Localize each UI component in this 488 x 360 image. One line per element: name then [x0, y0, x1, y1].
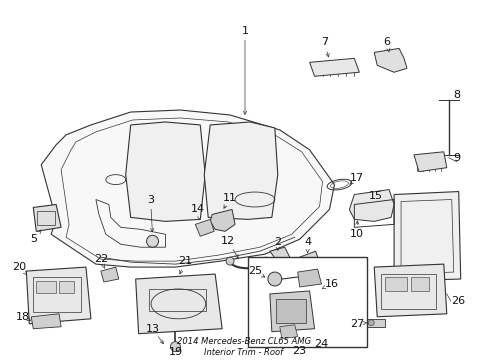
Bar	[366, 319, 385, 327]
Polygon shape	[210, 210, 235, 231]
Text: 12: 12	[221, 236, 235, 246]
Polygon shape	[33, 204, 61, 231]
Circle shape	[262, 257, 269, 265]
Polygon shape	[373, 48, 406, 72]
Bar	[148, 289, 206, 311]
Text: 17: 17	[349, 173, 364, 183]
Text: 20: 20	[12, 262, 26, 272]
Text: 19: 19	[168, 347, 182, 357]
Polygon shape	[299, 251, 319, 267]
Text: 13: 13	[145, 324, 159, 334]
Polygon shape	[413, 152, 446, 172]
Bar	[275, 299, 305, 323]
Text: 8: 8	[452, 90, 459, 100]
Text: 4: 4	[304, 237, 310, 247]
Text: 10: 10	[349, 229, 364, 239]
Text: 2014 Mercedes-Benz CL65 AMG
Interior Trim - Roof: 2014 Mercedes-Benz CL65 AMG Interior Tri…	[177, 337, 310, 356]
Polygon shape	[101, 267, 119, 282]
Bar	[59, 281, 74, 293]
Circle shape	[267, 272, 281, 286]
Circle shape	[312, 284, 322, 294]
Polygon shape	[41, 110, 334, 267]
Text: 26: 26	[450, 296, 464, 306]
Circle shape	[367, 320, 373, 326]
Polygon shape	[269, 291, 314, 332]
Text: 25: 25	[247, 266, 262, 276]
Circle shape	[170, 342, 180, 352]
Bar	[36, 281, 56, 293]
Circle shape	[146, 235, 158, 247]
Text: 22: 22	[94, 254, 108, 264]
Bar	[37, 211, 55, 225]
Text: 1: 1	[241, 26, 248, 36]
Text: 21: 21	[178, 256, 192, 266]
Text: 14: 14	[191, 204, 205, 215]
Polygon shape	[135, 274, 222, 334]
Bar	[385, 277, 406, 291]
Text: 16: 16	[324, 279, 338, 289]
Text: 5: 5	[30, 234, 37, 244]
Bar	[33, 277, 81, 312]
Text: 3: 3	[147, 194, 154, 204]
Bar	[410, 277, 428, 291]
Text: 27: 27	[349, 319, 364, 329]
Text: 11: 11	[223, 193, 237, 203]
Polygon shape	[393, 192, 460, 281]
Text: 6: 6	[383, 37, 390, 48]
Polygon shape	[125, 122, 205, 221]
Text: 23: 23	[292, 346, 306, 356]
Polygon shape	[309, 58, 359, 76]
Text: 2: 2	[274, 237, 281, 247]
Polygon shape	[269, 247, 289, 262]
Text: 15: 15	[368, 190, 383, 201]
Polygon shape	[297, 269, 321, 287]
Polygon shape	[279, 325, 297, 339]
Bar	[381, 274, 435, 309]
Text: 18: 18	[16, 312, 30, 322]
Text: 24: 24	[314, 339, 328, 349]
Bar	[247, 257, 366, 347]
Text: 9: 9	[452, 153, 459, 163]
Polygon shape	[373, 264, 446, 317]
Polygon shape	[26, 267, 91, 324]
Polygon shape	[195, 219, 214, 236]
Polygon shape	[31, 314, 61, 329]
Text: 7: 7	[320, 37, 327, 48]
Circle shape	[225, 257, 234, 265]
Polygon shape	[204, 122, 277, 219]
Polygon shape	[348, 190, 393, 221]
